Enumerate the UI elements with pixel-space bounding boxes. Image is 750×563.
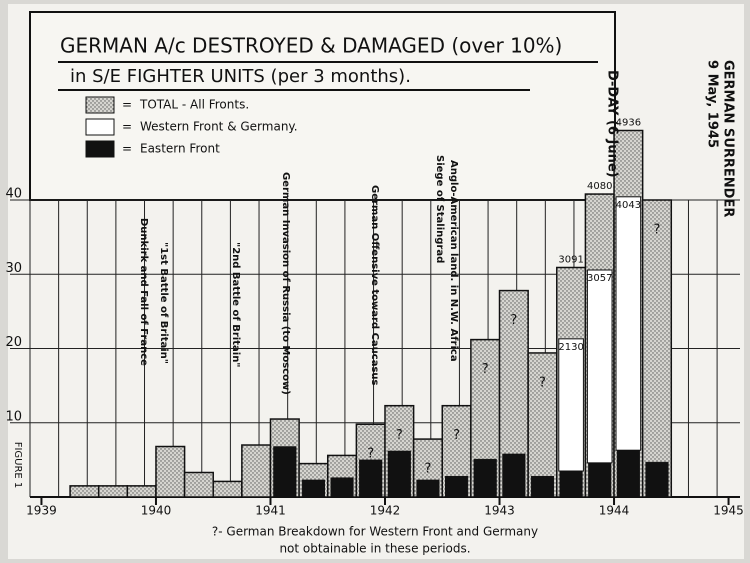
annotation: GERMAN SURRENDER — [721, 60, 736, 217]
value-label: 2130 — [558, 342, 583, 353]
bar — [502, 453, 526, 498]
bar — [641, 199, 673, 498]
value-label: 3057 — [587, 273, 612, 284]
x-tick-label: 1943 — [484, 504, 515, 518]
value-label: 4043 — [616, 200, 641, 211]
legend-label: Eastern Front — [140, 142, 220, 156]
value-label: ? — [424, 462, 431, 477]
bar — [126, 485, 157, 498]
bar — [183, 471, 214, 498]
annotation: 9 May, 1945 — [705, 60, 720, 148]
annotation: Siege of Stalingrad — [434, 155, 445, 263]
bar — [558, 338, 584, 472]
bar — [588, 462, 612, 498]
x-tick-label: 1939 — [26, 504, 57, 518]
chart-title: GERMAN A/c DESTROYED & DAMAGED (over 10%… — [60, 34, 562, 58]
annotation: "2nd Battle of Britain" — [230, 242, 241, 368]
bar — [615, 196, 642, 451]
annotation: German Invasion of Russia (to Moscow) — [280, 172, 291, 395]
bar — [616, 449, 640, 498]
value-label: 4936 — [616, 118, 641, 129]
footnote: not obtainable in these periods. — [279, 542, 470, 556]
legend-label: Western Front & Germany. — [140, 120, 298, 134]
x-tick-label: 1945 — [713, 504, 744, 518]
value-label: ? — [367, 447, 374, 462]
bar — [301, 479, 325, 498]
bar — [586, 269, 613, 464]
bar — [416, 479, 440, 498]
bar — [155, 445, 186, 498]
annotation: Anglo-American land. in N.W. Africa — [448, 160, 459, 362]
bar — [359, 459, 383, 498]
value-label: 3091 — [558, 254, 583, 265]
title-box — [29, 11, 616, 201]
x-tick-label: 1942 — [370, 504, 401, 518]
bar — [473, 458, 497, 498]
annotation: Dunkirk and Fall of France — [138, 218, 149, 366]
bar — [97, 485, 129, 498]
annotation: D-DAY (6 June) — [605, 70, 620, 178]
bar — [241, 444, 272, 498]
bar — [69, 485, 100, 498]
value-label: ? — [539, 375, 546, 390]
chart-subtitle: in S/E FIGHTER UNITS (per 3 months). — [70, 66, 411, 87]
bar — [273, 446, 297, 498]
value-label: ? — [654, 223, 661, 238]
y-tick-label: 30 — [5, 261, 22, 276]
x-tick-label: 1940 — [141, 504, 172, 518]
footnote: ?- German Breakdown for Western Front an… — [212, 525, 538, 539]
value-label: ? — [453, 428, 460, 443]
bar — [445, 475, 469, 498]
x-tick-label: 1941 — [255, 504, 286, 518]
side-label: FIGURE 1 — [12, 442, 23, 489]
legend-swatch — [85, 140, 115, 158]
legend-swatch — [85, 118, 115, 136]
value-label: ? — [396, 428, 403, 443]
legend-eq: = — [122, 120, 132, 134]
bar — [645, 461, 669, 498]
x-tick-label: 1944 — [599, 504, 630, 518]
annotation: German Offensive toward Caucasus — [369, 185, 380, 386]
bar — [387, 450, 411, 498]
legend-swatch — [85, 96, 115, 114]
y-tick-label: 40 — [5, 187, 22, 202]
y-tick-label: 20 — [5, 335, 22, 350]
annotation: "1st Battle of Britain" — [158, 242, 169, 364]
value-label: ? — [482, 362, 489, 377]
bar — [212, 480, 243, 498]
bar — [330, 477, 354, 498]
bar — [559, 470, 583, 498]
bar — [530, 475, 555, 498]
y-tick-label: 10 — [5, 409, 22, 424]
value-label: 4080 — [587, 181, 612, 192]
legend-label: TOTAL - All Fronts. — [139, 98, 249, 112]
legend-eq: = — [122, 142, 132, 156]
legend-eq: = — [122, 98, 132, 112]
value-label: ? — [510, 313, 517, 328]
